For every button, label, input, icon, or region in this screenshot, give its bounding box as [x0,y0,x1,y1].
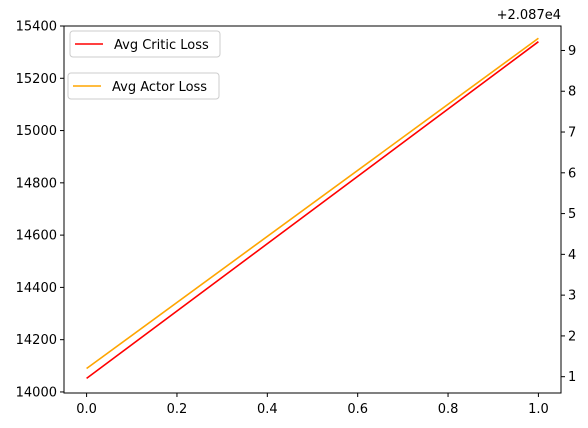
right-y-tick-label-8: 9 [568,44,576,59]
x-tick-label-3: 0.6 [347,402,368,417]
legend-actor-box [67,72,220,100]
series-layer [86,37,539,380]
left-y-tick-label-6: 15200 [16,72,57,87]
right-y-tick-label-0: 1 [568,370,576,385]
x-tick-label-0: 0.0 [76,402,97,417]
x-tick-label-5: 1.0 [528,402,549,417]
x-tick-label-4: 0.8 [438,402,459,417]
left-y-axis: 14000 14200 14400 14600 14800 15000 15200 15400 [16,20,64,400]
legend-critic-label: Avg Critic Loss [114,38,209,53]
left-y-tick-label-0: 14000 [16,385,57,400]
left-y-tick-label-5: 15000 [16,124,57,139]
right-y-tick-label-1: 2 [568,329,576,344]
legend-critic-loss: Avg Critic Loss [69,30,221,58]
right-y-tick-label-5: 6 [568,166,576,181]
x-axis: 0.0 0.2 0.4 0.6 0.8 1.0 [76,393,549,417]
series-line-0 [86,41,539,380]
right-y-tick-label-3: 4 [568,248,576,263]
right-y-tick-label-4: 5 [568,207,576,222]
right-axis-offset-label: +2.087e4 [497,8,561,23]
x-tick-label-2: 0.4 [257,402,278,417]
right-y-tick-label-6: 7 [568,126,576,141]
left-y-tick-label-2: 14400 [16,281,57,296]
legend-critic-box [69,30,221,58]
series-line-1 [86,37,539,370]
x-tick-label-1: 0.2 [167,402,188,417]
right-y-tick-label-7: 8 [568,85,576,100]
legend-actor-loss: Avg Actor Loss [67,72,220,100]
legend-actor-label: Avg Actor Loss [112,80,207,95]
right-y-tick-label-2: 3 [568,289,576,304]
right-y-axis: 1 2 3 4 5 6 7 8 9 [561,44,576,385]
left-y-tick-label-3: 14600 [16,229,57,244]
left-y-tick-label-7: 15400 [16,20,57,35]
left-y-tick-label-4: 14800 [16,176,57,191]
left-y-tick-label-1: 14200 [16,333,57,348]
